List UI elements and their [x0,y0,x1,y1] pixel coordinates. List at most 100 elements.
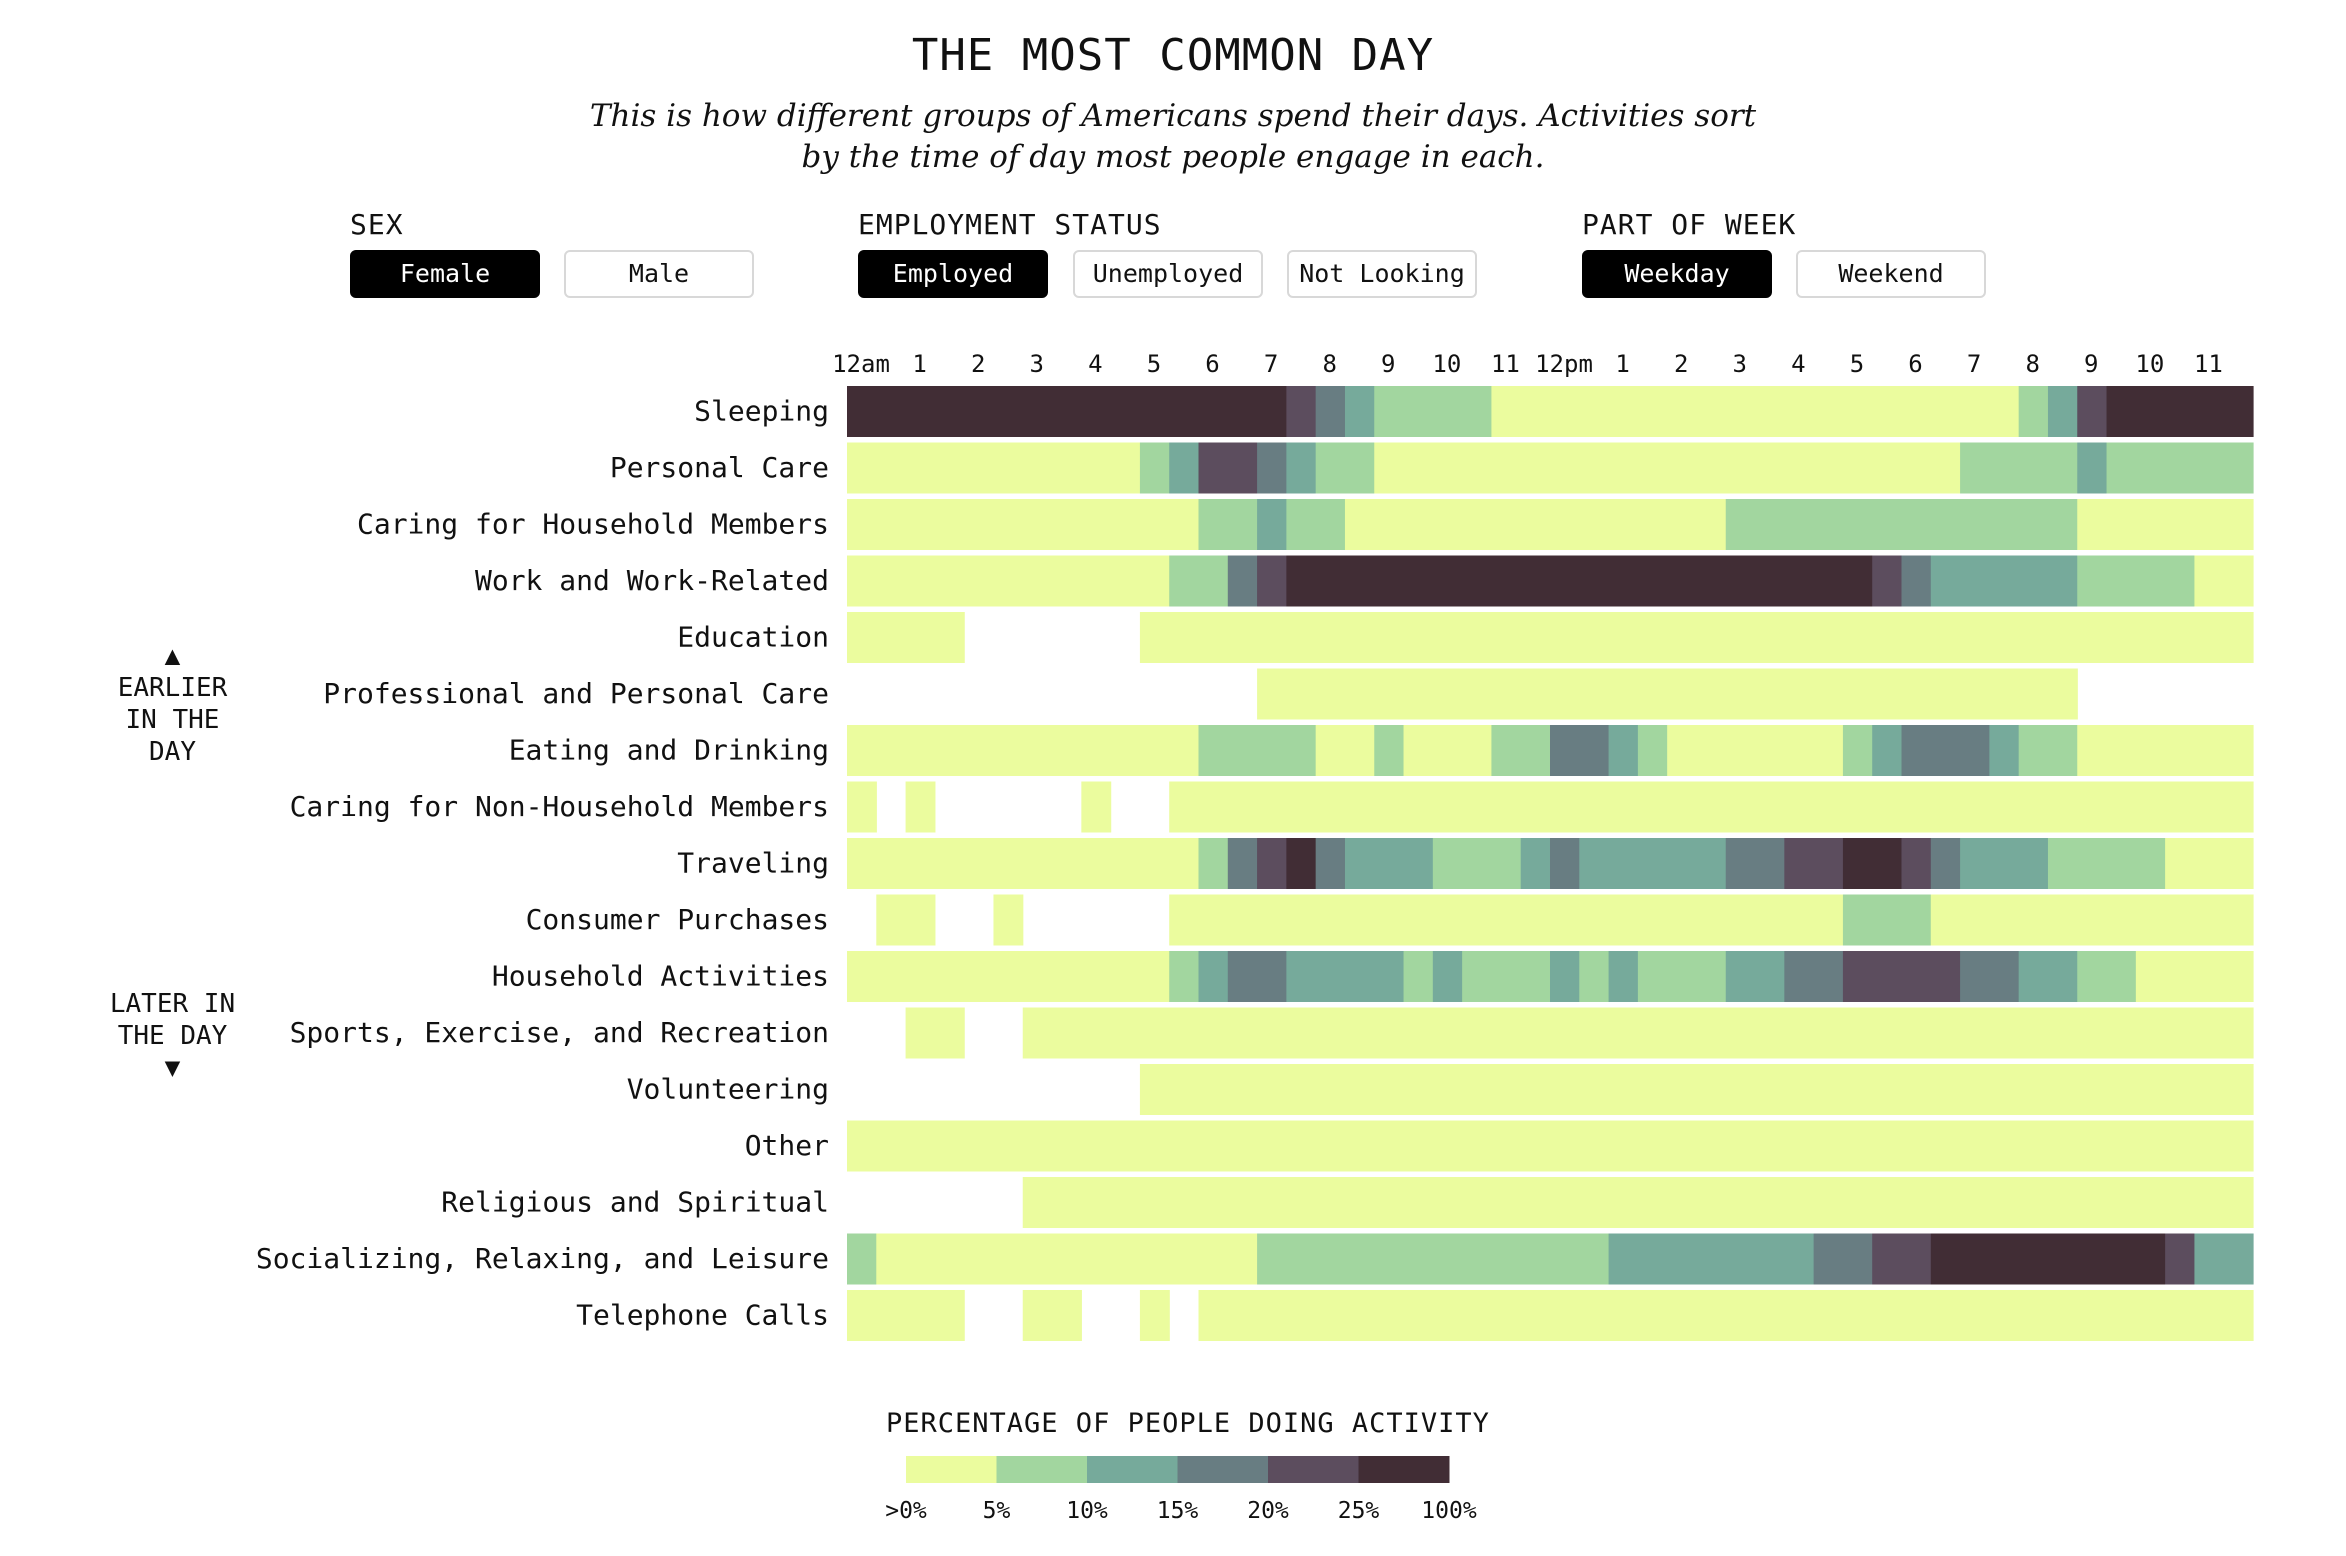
heat-cell [1725,838,1785,889]
weekend-button[interactable]: Weekend [1796,250,1986,298]
heat-cell [1725,499,2078,550]
legend-swatch [906,1456,997,1483]
heat-cell [1842,838,1903,889]
heat-cell [1842,951,1961,1002]
heat-cell [1344,386,1375,437]
heat-cell [905,781,936,833]
heat-cell [847,951,1170,1002]
heat-cell [1315,838,1346,889]
heat-cell [1784,838,1844,889]
heat-cell [1315,386,1346,437]
row-label: Sleeping [694,395,829,428]
heat-cell [1374,386,1493,437]
weekday-button[interactable]: Weekday [1582,250,1772,298]
heat-cell [1462,951,1551,1002]
female-button[interactable]: Female [350,250,540,298]
heat-cell [1432,951,1463,1002]
row-label: Volunteering [627,1073,829,1106]
heat-cell [1139,442,1170,494]
heat-cell [1022,1007,2254,1059]
hour-tick-label: 10 [2135,350,2164,378]
hour-tick-label: 2 [971,350,985,378]
row-label: Other [745,1129,829,1162]
legend-label: 25% [1338,1498,1380,1524]
hour-tick-label: 11 [1491,350,1520,378]
hour-tick-label: 1 [1615,350,1629,378]
hour-tick-label: 2 [1674,350,1688,378]
heat-cell [1930,555,2078,607]
heat-cell [2047,838,2166,889]
heat-cell [847,725,1200,776]
heat-cell [1198,499,1258,550]
heat-cell [847,838,1200,889]
heat-cell [1257,838,1287,889]
heat-cell [1257,442,1287,494]
later-line-2: THE DAY [117,1021,228,1051]
legend-title: PERCENTAGE OF PEOPLE DOING ACTIVITY [886,1408,1490,1439]
employment-filter-label: EMPLOYMENT STATUS [858,208,1162,241]
legend-swatch [996,1456,1088,1483]
earlier-line-1: EARLIER [117,673,228,703]
heat-cell [1315,725,1375,776]
hour-tick-label: 8 [2025,350,2039,378]
heat-cell [1930,1233,2166,1285]
row-label: Eating and Drinking [509,734,829,767]
row-label: Religious and Spiritual [441,1186,829,1219]
heat-cell [847,386,1287,437]
heat-cell [1198,1290,2254,1341]
heat-cell [1286,555,1873,607]
heat-cell [2077,555,2196,607]
heat-cell [2018,725,2078,776]
legend-label: 20% [1247,1498,1289,1524]
heat-cell [1608,951,1639,1002]
hour-tick-label: 6 [1908,350,1922,378]
heat-cell [1842,894,1932,946]
unemployed-button[interactable]: Unemployed [1073,250,1263,298]
not-looking-button[interactable]: Not Looking [1287,250,1477,298]
heat-cell [1227,555,1258,607]
heat-cell [1198,951,1229,1002]
legend-swatch [1268,1456,1359,1483]
heat-cell [1901,725,1990,776]
heat-cell [2194,1233,2254,1285]
earlier-in-day-note: ▲ EARLIER IN THE DAY [80,640,265,768]
heat-cell [2077,499,2254,550]
legend-swatch [1177,1456,1269,1483]
heat-cell [1344,499,1727,550]
hour-tick-label: 9 [1381,350,1395,378]
employed-button[interactable]: Employed [858,250,1048,298]
heat-cell [1198,838,1229,889]
heat-cell [1491,725,1551,776]
heat-cell [1139,1290,1170,1341]
heat-cell [1872,555,1903,607]
heat-cell [847,499,1200,550]
heat-cell [847,781,877,833]
heat-cell [1286,951,1405,1002]
hour-tick-label: 7 [1967,350,1981,378]
subtitle-line-1: This is how different groups of American… [589,98,1757,134]
heat-cell [1022,1290,1082,1341]
heat-cell [2018,386,2049,437]
legend-swatch [1358,1456,1450,1483]
heat-cell [1403,951,1434,1002]
heat-cell [1374,725,1405,776]
heat-cell [1257,499,1287,550]
male-button[interactable]: Male [564,250,754,298]
heat-cell [1960,838,2049,889]
row-label: Education [677,621,829,654]
heat-cell [1198,442,1258,494]
legend-swatch [1087,1456,1178,1483]
down-arrow-icon: ▼ [164,1053,181,1083]
hour-tick-label: 10 [1432,350,1461,378]
heat-cell [1579,838,1727,889]
hour-tick-label: 5 [1850,350,1864,378]
earlier-line-3: DAY [149,737,196,767]
hour-tick-label: 11 [2194,350,2223,378]
heat-cell [1139,1064,2254,1115]
heat-cell [2194,555,2254,607]
hour-tick-label: 12am [832,350,890,378]
hour-tick-label: 8 [1322,350,1336,378]
hour-tick-label: 3 [1733,350,1747,378]
earlier-line-2: IN THE [125,705,220,735]
heat-cell [2077,442,2108,494]
